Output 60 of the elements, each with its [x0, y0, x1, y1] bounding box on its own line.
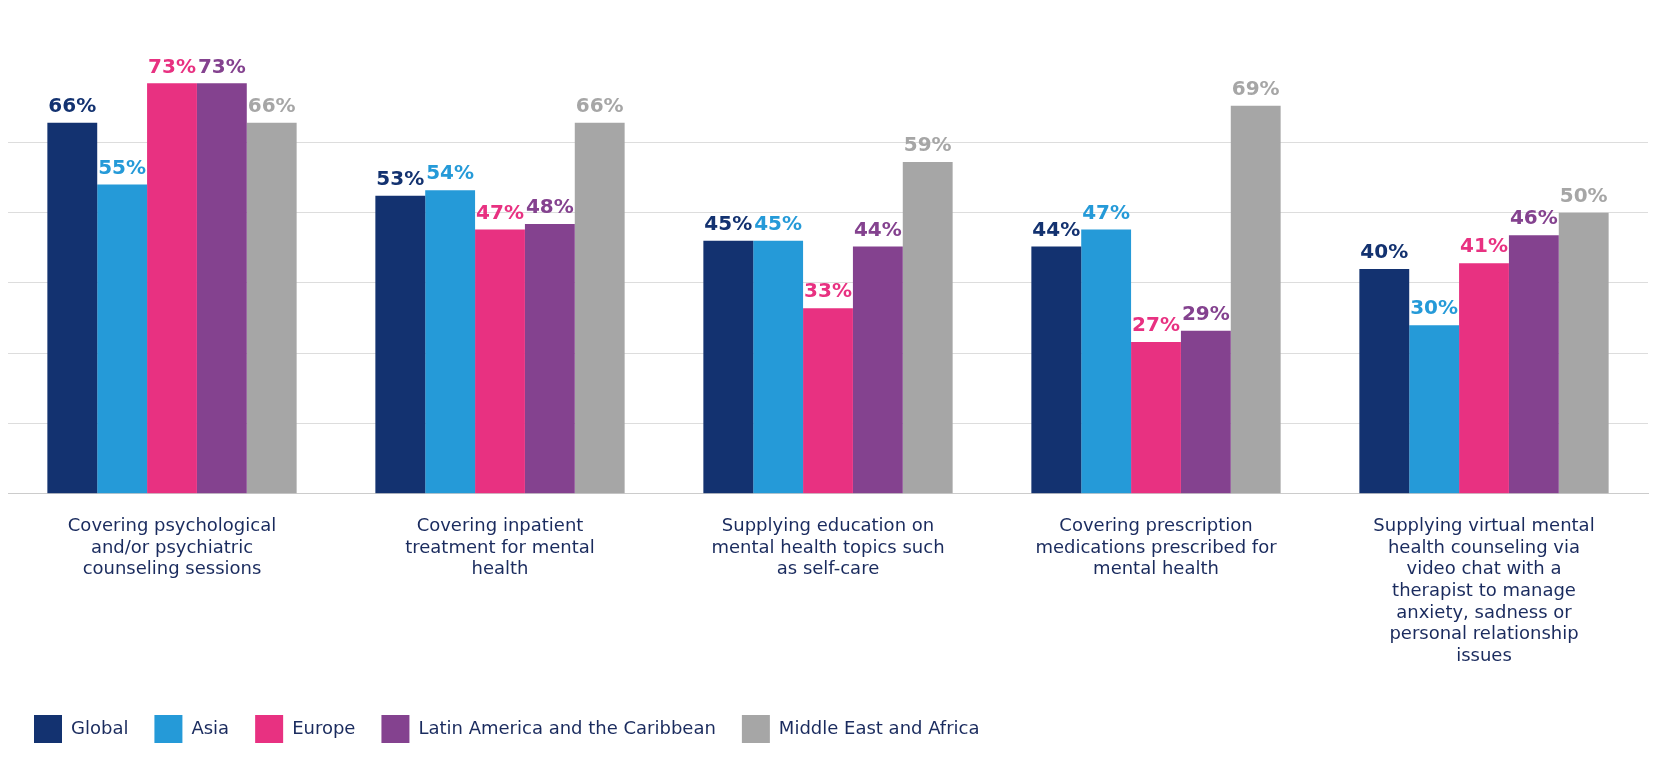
- bar: [1508, 235, 1559, 494]
- legend-label: Asia: [191, 716, 230, 738]
- bar: [1359, 268, 1410, 494]
- legend-label: Middle East and Africa: [778, 716, 980, 738]
- bar: [425, 190, 476, 494]
- bar: [574, 122, 625, 494]
- data-label: 44%: [1032, 216, 1081, 241]
- data-label: 50%: [1559, 182, 1608, 207]
- data-label: 53%: [376, 166, 425, 191]
- data-label: 45%: [754, 210, 803, 235]
- data-label: 66%: [48, 92, 97, 117]
- bar: [1230, 105, 1281, 494]
- bar: [147, 83, 197, 494]
- data-label: 44%: [853, 216, 902, 241]
- bar: [524, 223, 575, 494]
- data-label: 33%: [804, 278, 852, 303]
- data-label: 66%: [575, 92, 624, 117]
- data-label: 73%: [148, 53, 196, 78]
- data-label: 54%: [426, 160, 475, 185]
- bar: [196, 83, 247, 494]
- legend-label: Europe: [292, 716, 356, 738]
- data-label: 48%: [525, 194, 574, 219]
- bar: [1558, 212, 1609, 494]
- data-label: 47%: [476, 199, 524, 224]
- bar: [475, 229, 525, 494]
- data-label: 40%: [1360, 239, 1409, 264]
- bar: [1459, 263, 1509, 494]
- data-label: 55%: [98, 154, 147, 179]
- data-label: 47%: [1082, 199, 1131, 224]
- data-label: 66%: [247, 92, 296, 117]
- data-label: 59%: [903, 132, 952, 157]
- bar: [1180, 330, 1231, 494]
- bar: [703, 240, 754, 494]
- x-tick-label: Covering prescription medications prescribed for mental health: [1035, 514, 1278, 579]
- bar: [803, 308, 853, 494]
- legend-label: Global: [71, 716, 129, 738]
- data-label: 46%: [1509, 205, 1558, 230]
- data-label: 73%: [197, 53, 246, 78]
- data-label: 41%: [1460, 233, 1508, 258]
- data-label: 30%: [1410, 295, 1459, 320]
- data-label: 69%: [1231, 76, 1280, 101]
- legend-label: Latin America and the Caribbean: [418, 716, 716, 738]
- bar: [97, 184, 148, 494]
- data-label: 45%: [704, 210, 753, 235]
- x-tick-label: Supplying education on mental health topics such as self-care: [711, 514, 945, 579]
- bar: [852, 246, 903, 494]
- bar: [753, 240, 804, 494]
- data-label: 27%: [1132, 312, 1180, 337]
- bar: [1131, 341, 1181, 494]
- bar: [47, 122, 98, 494]
- data-label: 29%: [1181, 300, 1230, 325]
- bar: [1081, 229, 1132, 494]
- bar: [246, 122, 297, 494]
- bar: [902, 162, 953, 494]
- bar: [1031, 246, 1082, 494]
- x-tick-label: Supplying virtual mental health counseling via video chat with a therapist to manage anxiety, sadness or personal relationship issues: [1373, 514, 1595, 665]
- bar: [375, 195, 426, 494]
- x-tick-label: Covering inpatient treatment for mental health: [405, 514, 595, 579]
- x-tick-label: Covering psychological and/or psychiatric counseling sessions: [67, 514, 277, 579]
- bar: [1409, 325, 1460, 494]
